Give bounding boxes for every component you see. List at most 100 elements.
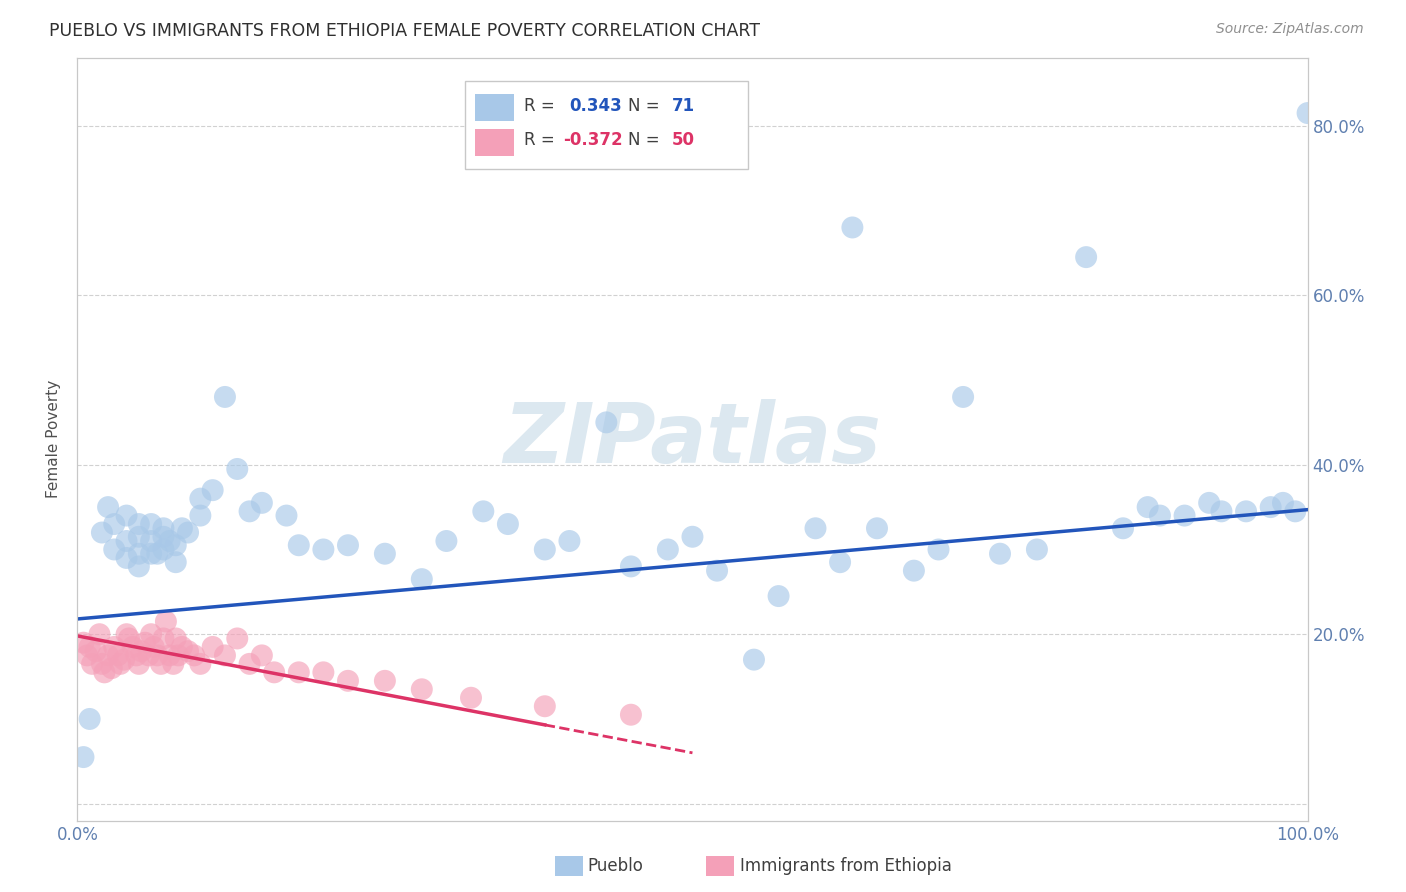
Point — [250, 648, 273, 663]
Point — [72, 750, 94, 764]
Point — [152, 632, 174, 646]
Point — [115, 508, 138, 523]
Point — [288, 665, 311, 680]
Point — [103, 640, 125, 654]
Bar — [475, 94, 515, 120]
Point — [121, 640, 143, 654]
Point — [170, 640, 193, 654]
Point — [188, 657, 212, 671]
Point — [89, 627, 111, 641]
Point — [276, 508, 298, 523]
Point — [97, 500, 120, 514]
Point — [841, 220, 863, 235]
Point — [177, 525, 200, 540]
Point — [146, 547, 169, 561]
Text: -0.372: -0.372 — [564, 130, 623, 149]
Point — [112, 653, 135, 667]
Point — [1174, 508, 1197, 523]
Point — [128, 530, 150, 544]
Point — [167, 648, 190, 663]
Point — [496, 516, 519, 531]
Point — [226, 632, 249, 646]
Point — [1076, 250, 1098, 264]
Point — [141, 533, 163, 548]
Point — [657, 542, 679, 557]
Point — [141, 627, 163, 641]
Point — [76, 648, 98, 663]
Point — [159, 533, 181, 548]
Point — [250, 496, 273, 510]
Point — [101, 661, 124, 675]
Point — [128, 657, 150, 671]
Point — [152, 521, 174, 535]
Point — [595, 415, 617, 429]
Point — [177, 644, 200, 658]
Text: R =: R = — [524, 97, 554, 115]
Point — [928, 542, 950, 557]
Point — [159, 648, 181, 663]
Point — [107, 648, 129, 663]
Point — [226, 462, 249, 476]
Point — [337, 673, 360, 688]
Text: ZIPatlas: ZIPatlas — [503, 399, 882, 480]
Point — [312, 542, 335, 557]
Point — [146, 648, 169, 663]
Point — [138, 648, 160, 663]
Point — [1198, 496, 1220, 510]
Point — [1260, 500, 1282, 514]
Text: 50: 50 — [672, 130, 695, 149]
Point — [682, 530, 704, 544]
Text: PUEBLO VS IMMIGRANTS FROM ETHIOPIA FEMALE POVERTY CORRELATION CHART: PUEBLO VS IMMIGRANTS FROM ETHIOPIA FEMAL… — [49, 22, 761, 40]
Point — [134, 635, 156, 649]
Point — [162, 657, 184, 671]
Point — [165, 555, 187, 569]
Point — [534, 699, 557, 714]
Point — [115, 627, 138, 641]
Point — [201, 483, 224, 498]
Point — [128, 559, 150, 574]
Point — [82, 657, 104, 671]
Y-axis label: Female Poverty: Female Poverty — [46, 380, 62, 499]
Point — [1284, 504, 1306, 518]
Point — [72, 635, 94, 649]
FancyBboxPatch shape — [465, 81, 748, 169]
Text: N =: N = — [628, 97, 659, 115]
Text: 0.343: 0.343 — [569, 97, 623, 115]
Point — [1211, 504, 1233, 518]
Point — [1136, 500, 1159, 514]
Point — [170, 521, 193, 535]
Point — [90, 525, 114, 540]
Point — [742, 653, 765, 667]
Point — [1272, 496, 1295, 510]
Point — [97, 648, 120, 663]
Point — [155, 615, 177, 629]
Point — [312, 665, 335, 680]
Point — [128, 547, 150, 561]
Point — [93, 665, 115, 680]
Point — [1026, 542, 1049, 557]
Point — [288, 538, 311, 552]
Point — [903, 564, 925, 578]
Point — [374, 547, 396, 561]
Point — [84, 644, 107, 658]
Point — [79, 712, 101, 726]
Point — [534, 542, 557, 557]
Point — [988, 547, 1011, 561]
Text: N =: N = — [628, 130, 659, 149]
Point — [1149, 508, 1171, 523]
Point — [558, 533, 581, 548]
Point — [263, 665, 285, 680]
Text: Immigrants from Ethiopia: Immigrants from Ethiopia — [740, 857, 952, 875]
Point — [239, 504, 262, 518]
Point — [115, 551, 138, 566]
Point — [165, 632, 187, 646]
Point — [152, 530, 174, 544]
Point — [804, 521, 827, 535]
Point — [129, 644, 153, 658]
Point — [952, 390, 974, 404]
Point — [115, 533, 138, 548]
Bar — [475, 129, 515, 155]
Point — [165, 538, 187, 552]
Point — [103, 542, 125, 557]
Point — [103, 516, 125, 531]
